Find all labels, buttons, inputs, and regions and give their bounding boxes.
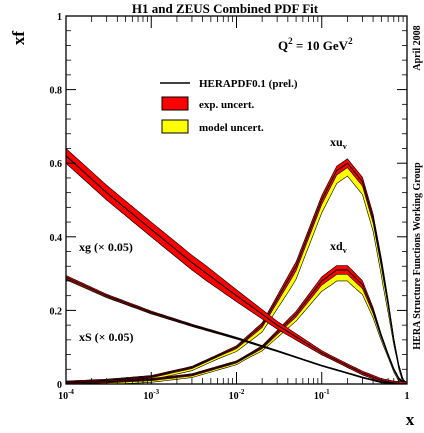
x-tick-label: 10-3 (143, 388, 159, 402)
model-uncert-band-0 (65, 158, 408, 385)
x-axis-label: x (406, 410, 415, 429)
x-tick-label: 10-1 (314, 388, 330, 402)
q2-annotation-value: = 10 GeV (293, 38, 349, 53)
y-tick-label: 0 (57, 380, 62, 391)
x-tick-label-exp: -1 (324, 388, 330, 396)
curve-label-xdv-sub: v (343, 246, 347, 255)
curve-label-xuv-sub: v (343, 142, 347, 151)
curve-label-xdv: xdv (330, 239, 347, 255)
curve-label-xg: xg (× 0.05) (79, 240, 133, 254)
x-tick-label-base: 1 (405, 391, 410, 402)
curve-label-xs: xS (× 0.05) (79, 330, 134, 344)
chart-title: H1 and ZEUS Combined PDF Fit (132, 1, 319, 16)
curve-label-xuv: xuv (330, 135, 347, 151)
x-tick-label-exp: -3 (153, 388, 159, 396)
y-tick-label: 0.6 (50, 159, 63, 170)
x-tick-label-base: 10 (143, 391, 153, 402)
y-tick-label: 0.4 (50, 233, 63, 244)
q2-annotation-symbol: Q (278, 38, 288, 53)
y-tick-label: 0.8 (50, 86, 63, 97)
series-line-0 (65, 162, 408, 385)
x-tick-label-exp: -2 (239, 388, 245, 396)
legend: HERAPDF0.1 (prel.) exp. uncert. model un… (160, 78, 298, 134)
q2-annotation-unit-sup: 2 (348, 36, 353, 46)
side-label-date: April 2008 (412, 25, 423, 70)
series-line-3 (65, 276, 408, 385)
x-tick-label: 10-2 (229, 388, 245, 402)
curves (65, 147, 408, 385)
x-tick-label: 1 (405, 391, 410, 402)
x-tick-label-exp: -4 (68, 388, 74, 396)
q2-annotation: Q2 = 10 GeV2 (278, 36, 353, 53)
x-tick-label-base: 10 (314, 391, 324, 402)
y-tick-label: 1 (57, 12, 62, 23)
curve-label-xdv-main: xd (330, 239, 343, 253)
curve-label-xuv-main: xu (330, 135, 343, 149)
legend-label-herapdf: HERAPDF0.1 (prel.) (199, 78, 298, 90)
series-line-2 (65, 155, 408, 385)
side-label-group: HERA Structure Functions Working Group (412, 162, 423, 350)
y-tick-label: 0.2 (50, 306, 63, 317)
model-uncert-band-1 (65, 266, 408, 385)
x-tick-label-base: 10 (229, 391, 239, 402)
series-line-1 (65, 269, 408, 385)
x-tick-label-base: 10 (58, 391, 68, 402)
legend-exp-box (161, 96, 189, 111)
legend-label-exp: exp. uncert. (199, 99, 255, 111)
y-axis-label: xf (9, 31, 28, 46)
x-tick-label: 10-4 (58, 388, 74, 402)
legend-label-model: model uncert. (199, 122, 264, 134)
q2-annotation-sup: 2 (288, 36, 293, 46)
legend-model-box (161, 119, 189, 134)
